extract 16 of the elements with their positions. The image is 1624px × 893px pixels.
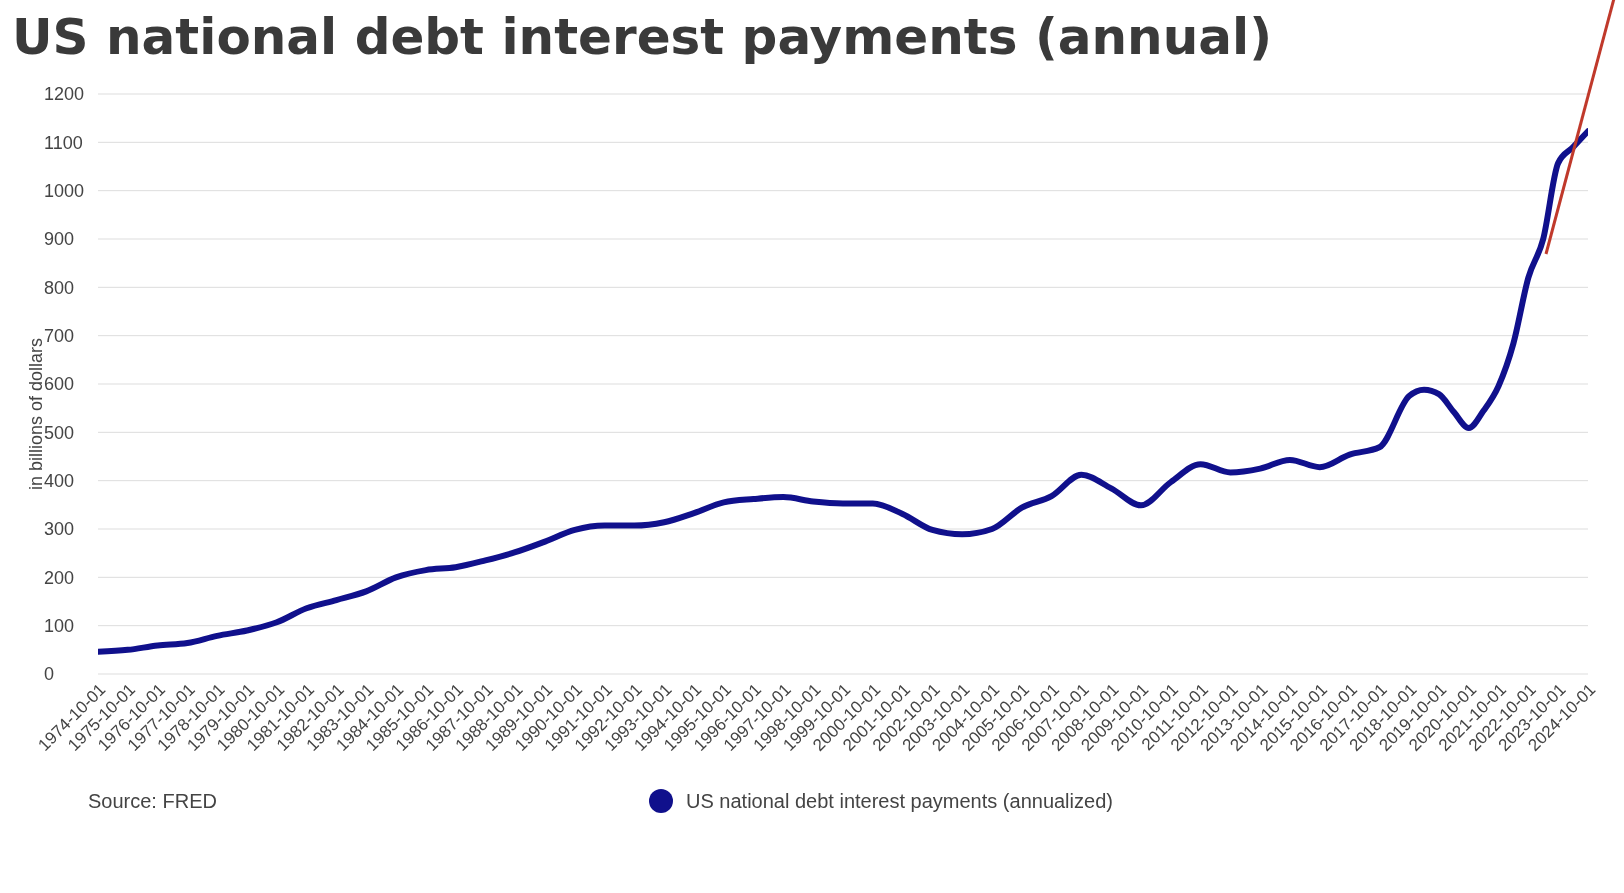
y-tick-label: 1100 (44, 132, 83, 153)
y-tick-label: 800 (44, 277, 75, 298)
y-tick-label: 600 (44, 374, 75, 395)
y-tick-label: 1000 (44, 181, 85, 202)
source-note: Source: FRED (88, 789, 217, 812)
chart-title: US national debt interest payments (annual) (12, 8, 1273, 66)
y-tick-label: 400 (44, 471, 75, 492)
y-tick-label: 900 (44, 229, 75, 250)
y-tick-label: 100 (44, 616, 75, 637)
y-tick-label: 500 (44, 422, 75, 443)
legend-label: US national debt interest payments (annualized) (686, 789, 1113, 813)
y-tick-label: 700 (44, 326, 75, 347)
y-tick-label: 1200 (44, 84, 85, 105)
y-tick-label: 200 (44, 567, 75, 588)
y-tick-label: 300 (44, 519, 75, 540)
y-tick-label: 0 (44, 664, 55, 685)
